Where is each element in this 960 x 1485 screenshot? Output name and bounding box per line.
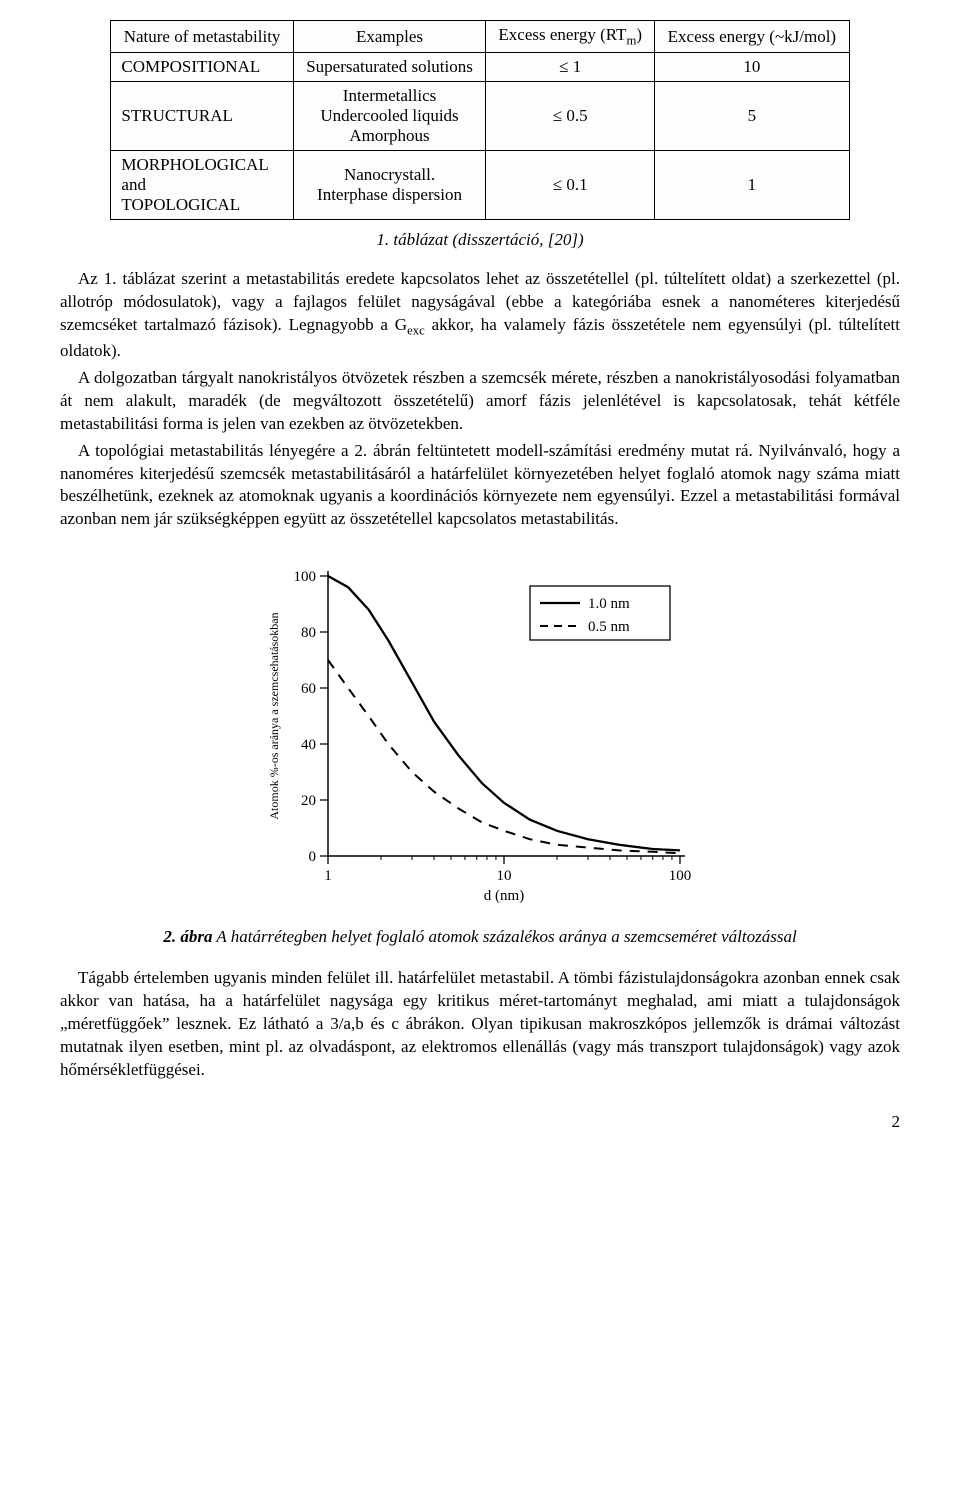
svg-text:100: 100 xyxy=(669,868,692,884)
figure-2: 1 10 100 0 20 40 60 80 100 d (nm) Atomok %-os arán… xyxy=(260,556,700,921)
para-1: Az 1. táblázat szerint a metastabilitás … xyxy=(60,268,900,362)
th-excess-rt: Excess energy (RTm) xyxy=(486,21,655,53)
row1-ex: Supersaturated solutions xyxy=(293,53,486,82)
row2-kj: 5 xyxy=(655,82,849,151)
th-nature: Nature of metastability xyxy=(111,21,293,53)
row1-nature: COMPOSITIONAL xyxy=(111,53,293,82)
page-number: 2 xyxy=(60,1112,900,1132)
row3-nature: MORPHOLOGICALandTOPOLOGICAL xyxy=(111,151,293,220)
th-excess-kj: Excess energy (~kJ/mol) xyxy=(655,21,849,53)
svg-text:20: 20 xyxy=(301,793,316,809)
row3-rt: ≤ 0.1 xyxy=(486,151,655,220)
svg-text:1: 1 xyxy=(324,868,332,884)
svg-text:0.5 nm: 0.5 nm xyxy=(588,619,630,635)
svg-text:0: 0 xyxy=(309,849,317,865)
svg-text:100: 100 xyxy=(294,569,317,585)
svg-text:10: 10 xyxy=(497,868,512,884)
svg-text:40: 40 xyxy=(301,737,316,753)
metastability-table: Nature of metastability Examples Excess … xyxy=(110,20,849,220)
svg-text:1.0 nm: 1.0 nm xyxy=(588,596,630,612)
table-caption: 1. táblázat (disszertáció, [20]) xyxy=(60,230,900,250)
svg-text:Atomok %-os aránya a szemcseha: Atomok %-os aránya a szemcsehatásokban xyxy=(267,613,281,820)
para-3: A topológiai metastabilitás lényegére a … xyxy=(60,440,900,532)
row3-ex: Nanocrystall.Interphase dispersion xyxy=(293,151,486,220)
row2-rt: ≤ 0.5 xyxy=(486,82,655,151)
th-examples: Examples xyxy=(293,21,486,53)
row1-rt: ≤ 1 xyxy=(486,53,655,82)
svg-text:80: 80 xyxy=(301,625,316,641)
row3-kj: 1 xyxy=(655,151,849,220)
row2-ex: IntermetallicsUndercooled liquidsAmorpho… xyxy=(293,82,486,151)
row1-kj: 10 xyxy=(655,53,849,82)
para-4: Tágabb értelemben ugyanis minden felület… xyxy=(60,967,900,1082)
svg-text:d (nm): d (nm) xyxy=(484,888,524,904)
row2-nature: STRUCTURAL xyxy=(111,82,293,151)
para-2: A dolgozatban tárgyalt nanokristályos öt… xyxy=(60,367,900,436)
figure-2-caption: 2. ábra A határrétegben helyet foglaló a… xyxy=(60,927,900,947)
svg-text:60: 60 xyxy=(301,681,316,697)
